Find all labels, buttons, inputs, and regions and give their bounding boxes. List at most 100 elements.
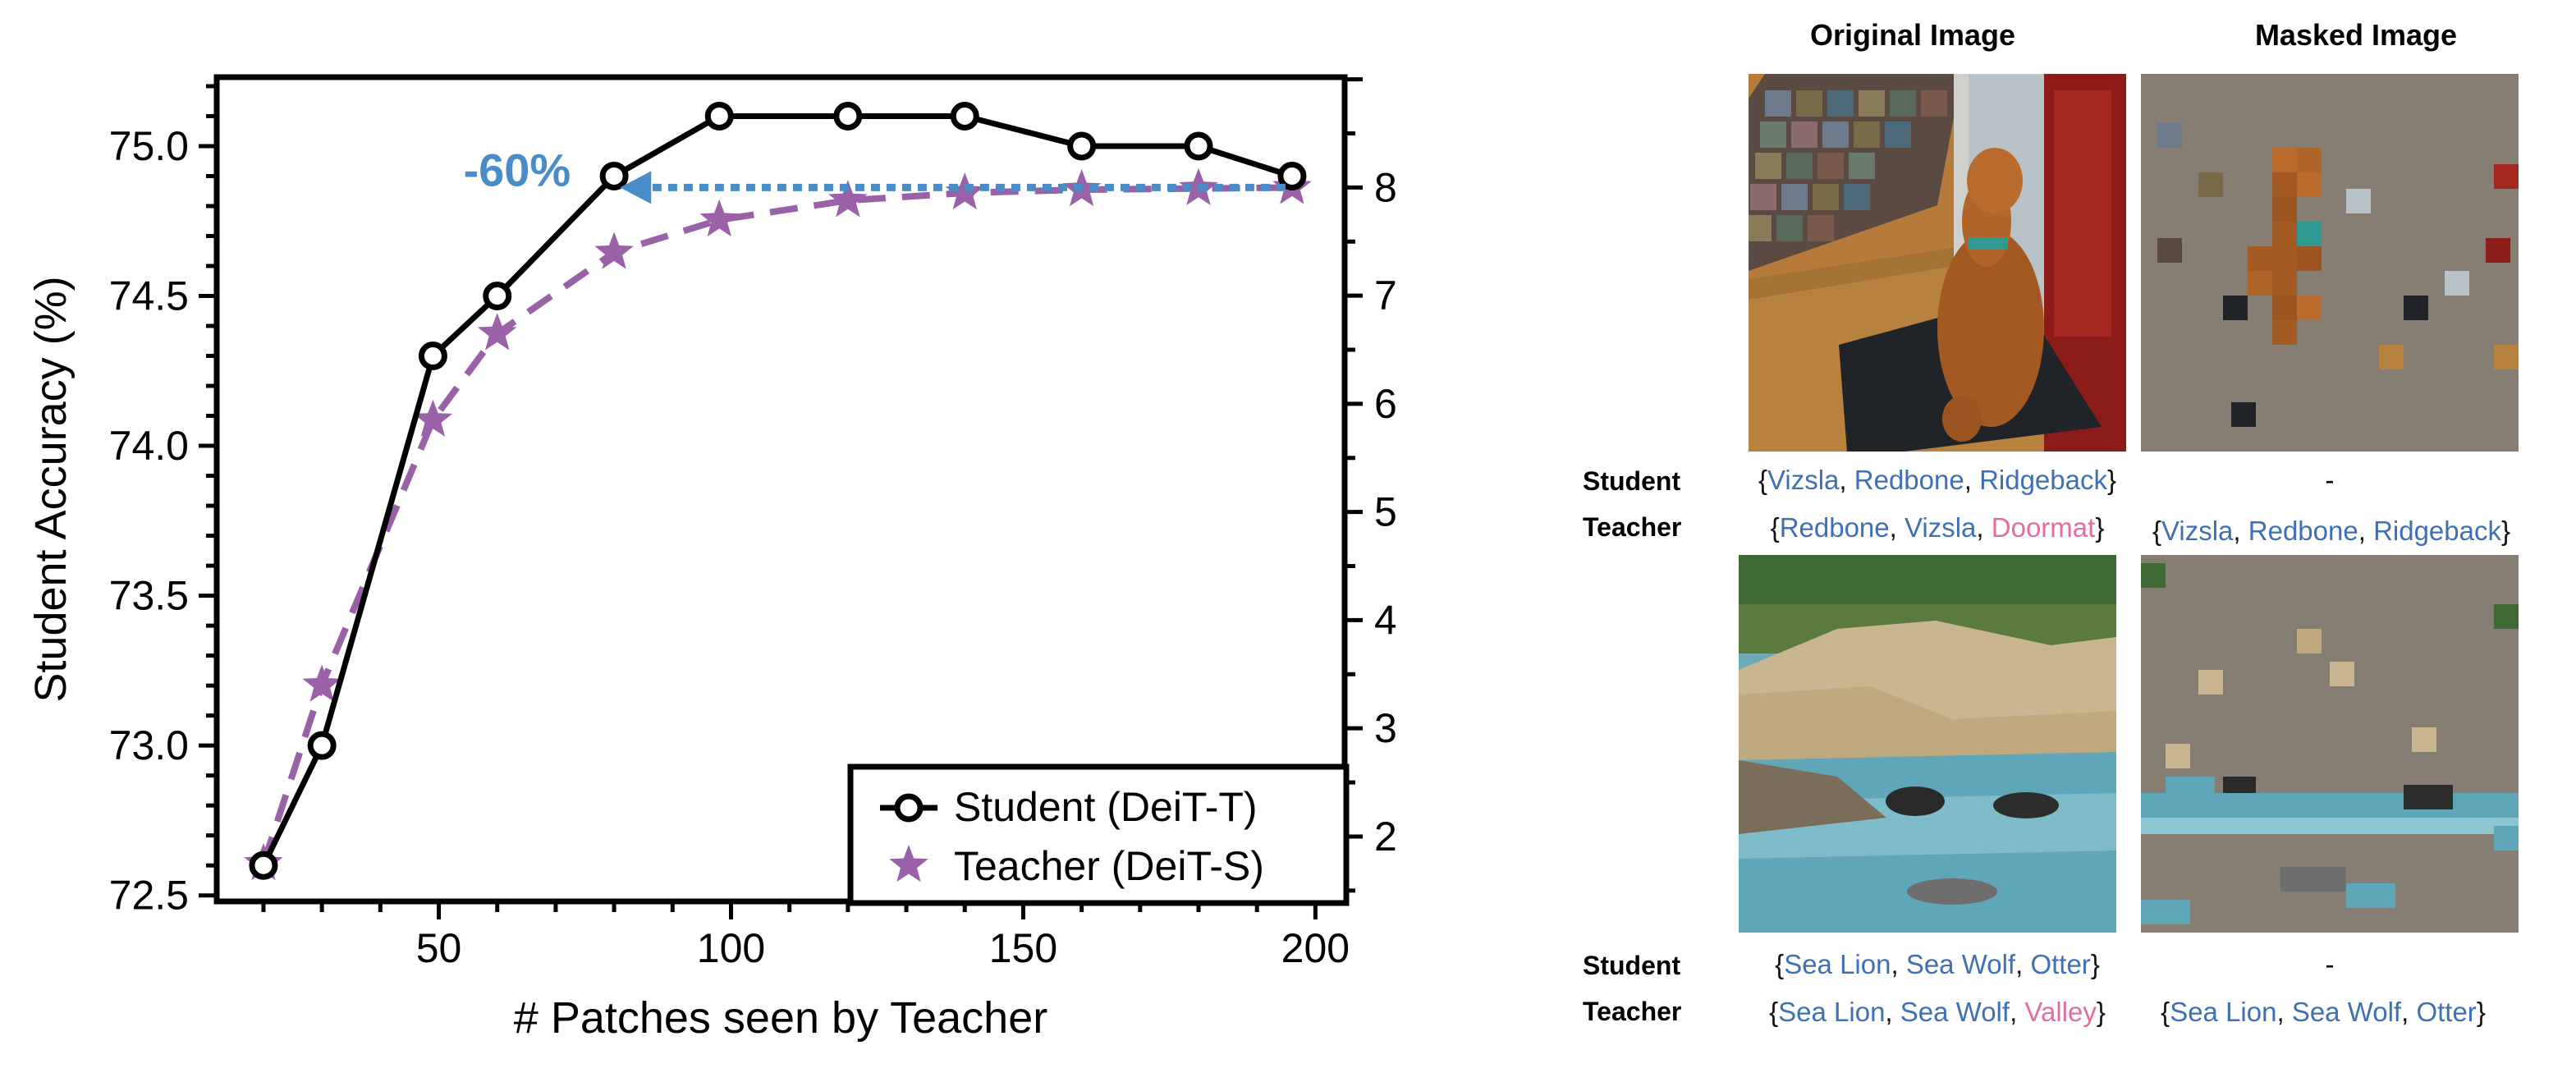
- student-point: [704, 101, 734, 131]
- y-right-tick-label: 50: [1374, 489, 1396, 535]
- reduction-label: -60%: [463, 144, 571, 195]
- student-point: [1184, 131, 1213, 161]
- y-left-axis-label: Student Accuracy (%): [26, 276, 76, 702]
- separator: ,: [1976, 512, 1992, 543]
- y-left-tick-label: 73.5: [109, 573, 189, 619]
- x-tick-label: 50: [416, 925, 462, 971]
- header-original-image: Original Image: [1809, 18, 2016, 52]
- brace-close: }: [2107, 465, 2117, 495]
- y-right-tick-label: 80: [1374, 164, 1396, 210]
- brace-open: {: [1775, 949, 1785, 979]
- separator: ,: [2358, 516, 2374, 546]
- wrong-prediction: Doormat: [1991, 512, 2096, 543]
- y-left-tick-label: 74.5: [109, 273, 189, 319]
- legend-box: [847, 763, 1350, 906]
- teacher-original-predictions-2: {Sea Lion, Sea Wolf, Valley}: [1724, 997, 2151, 1028]
- student-series-line: [260, 113, 1293, 867]
- y-left-tick-label: 72.5: [109, 873, 189, 919]
- wrong-prediction: Valley: [2024, 997, 2097, 1027]
- chart-annotation: -60%: [463, 144, 1286, 204]
- student-point: [833, 101, 863, 131]
- separator: ,: [2010, 997, 2025, 1027]
- student-original-predictions-1: {Vizsla, Redbone, Ridgeback}: [1724, 465, 2151, 496]
- plot-frame: [213, 74, 1348, 905]
- student-point: [1067, 131, 1097, 161]
- student-point: [1277, 161, 1307, 190]
- brace-open: {: [1770, 512, 1780, 543]
- y-left-tick-label: 75.0: [109, 123, 189, 169]
- correct-prediction: Sea Lion: [1778, 997, 1886, 1027]
- legend-student-marker: [894, 793, 924, 823]
- chart-legend: Student (DeiT-T) Teacher (DeiT-S): [847, 763, 1350, 906]
- correct-prediction: Redbone: [2248, 516, 2358, 546]
- y-right-tick-label: 70: [1374, 273, 1396, 319]
- y-left-tick-label: 73.0: [109, 722, 189, 768]
- correct-prediction: Ridgeback: [2373, 516, 2501, 546]
- student-point: [483, 282, 512, 311]
- brace-open: {: [2152, 516, 2161, 546]
- brace-close: }: [2096, 997, 2106, 1027]
- separator: ,: [1889, 512, 1904, 543]
- correct-prediction: Vizsla: [2161, 516, 2234, 546]
- teacher-series-line: [260, 184, 1292, 865]
- correct-prediction: Vizsla: [1904, 512, 1977, 543]
- student-masked-predictions-2: -: [2325, 949, 2335, 979]
- correct-prediction: Otter: [2030, 949, 2091, 979]
- header-masked-image: Masked Image: [2254, 18, 2458, 52]
- teacher-point: [477, 313, 517, 351]
- separator: ,: [1839, 465, 1854, 495]
- row-label-teacher-1: Teacher: [1583, 512, 1682, 542]
- teacher-point: [699, 199, 739, 237]
- y-right-tick-label: 20: [1374, 814, 1396, 860]
- brace-open: {: [1769, 997, 1779, 1027]
- teacher-point: [302, 664, 341, 702]
- chart-axes: 50 100 150 200 72.5 73.0 73.5 74.0 74.5 75.0 20 30 4…: [26, 74, 1396, 1043]
- separator: ,: [2233, 516, 2248, 546]
- reduction-arrow-head: [620, 171, 652, 204]
- separator: ,: [1891, 949, 1906, 979]
- brace-close: }: [2095, 512, 2105, 543]
- correct-prediction: Vizsla: [1767, 465, 1840, 495]
- separator: ,: [1885, 997, 1900, 1027]
- legend-teacher-label: Teacher (DeiT-S): [954, 843, 1264, 889]
- accuracy-chart: 50 100 150 200 72.5 73.0 73.5 74.0 74.5 75.0 20 30 4…: [26, 74, 1396, 1043]
- correct-prediction: Sea Wolf: [1905, 949, 2016, 979]
- sealion-original-image: [1739, 555, 2116, 933]
- dog-masked-image: [2141, 74, 2519, 452]
- sealion-masked-image: [2141, 555, 2519, 933]
- y-right-tick-label: 60: [1374, 381, 1396, 427]
- brace-close: }: [2476, 997, 2486, 1027]
- x-tick-label: 200: [1281, 925, 1350, 971]
- student-masked-predictions-1: -: [2325, 465, 2335, 495]
- legend-student-label: Student (DeiT-T): [954, 784, 1258, 830]
- chart-marks: [244, 101, 1312, 881]
- teacher-masked-predictions-1: {Vizsla, Redbone, Ridgeback}: [2126, 516, 2537, 547]
- row-label-teacher-2: Teacher: [1583, 997, 1682, 1026]
- brace-open: {: [1758, 465, 1767, 495]
- student-original-predictions-2: {Sea Lion, Sea Wolf, Otter}: [1724, 949, 2151, 980]
- teacher-point: [594, 232, 634, 269]
- row-label-student-2: Student: [1583, 951, 1681, 980]
- correct-prediction: Redbone: [1779, 512, 1890, 543]
- student-point: [950, 101, 979, 131]
- separator: ,: [1964, 465, 1980, 495]
- brace-open: {: [2161, 997, 2170, 1027]
- separator: ,: [2401, 997, 2417, 1027]
- student-point: [249, 850, 278, 880]
- correct-prediction: Otter: [2416, 997, 2477, 1027]
- student-point: [418, 342, 447, 371]
- student-point: [599, 161, 629, 190]
- teacher-point: [828, 180, 868, 218]
- separator: ,: [2276, 997, 2292, 1027]
- correct-prediction: Redbone: [1854, 465, 1964, 495]
- correct-prediction: Sea Lion: [1784, 949, 1891, 979]
- x-tick-label: 100: [697, 925, 765, 971]
- y-right-tick-label: 30: [1374, 705, 1396, 751]
- legend-teacher-marker: [889, 845, 928, 883]
- x-axis-label: # Patches seen by Teacher: [514, 993, 1047, 1043]
- correct-prediction: Sea Lion: [2170, 997, 2277, 1027]
- separator: ,: [2015, 949, 2031, 979]
- y-left-tick-label: 74.0: [109, 423, 189, 469]
- brace-close: }: [2501, 516, 2511, 546]
- teacher-masked-predictions-2: {Sea Lion, Sea Wolf, Otter}: [2118, 997, 2528, 1028]
